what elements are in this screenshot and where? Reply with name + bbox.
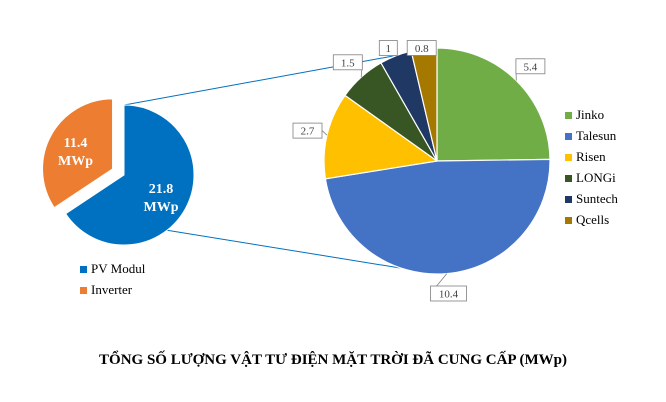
right-pie-label-risen: 2.7 <box>292 122 328 139</box>
legend-swatch-talesun <box>565 133 572 140</box>
right-pie-label-jinko: 5.4 <box>515 58 546 81</box>
legend-swatch-inverter <box>80 287 87 294</box>
left-pie-slice-inverter <box>42 98 114 209</box>
chart: 21.8 MWp 11.4 MWp 5.4 10.4 2.7 1.5 1 0.8 PV Modu… <box>42 40 618 302</box>
data-label-text: 10.4 <box>439 289 459 301</box>
data-label-text: 1 <box>386 43 392 55</box>
legend-label-suntech: Suntech <box>576 191 618 206</box>
data-label-box <box>292 122 323 139</box>
legend-swatch-longi <box>565 175 572 182</box>
data-label-text: 5.4 <box>524 61 538 73</box>
legend-label-longi: LONGi <box>576 170 616 185</box>
right-pie-label-qcells: 0.8 <box>406 40 437 56</box>
data-label-box <box>378 40 398 56</box>
data-label-box <box>515 58 546 75</box>
right-pie-slice-jinko <box>436 47 551 162</box>
left-pie-unit-pv-modul: MWp <box>144 200 179 215</box>
legend-label-qcells: Qcells <box>576 212 609 227</box>
left-pie-value-pv-modul: 21.8 <box>149 182 174 197</box>
legend-swatch-suntech <box>565 196 572 203</box>
legend-swatch-pv-modul <box>80 266 87 273</box>
right-pie-label-talesun: 10.4 <box>430 273 467 302</box>
legend-label-pv-modul: PV Modul <box>91 261 146 276</box>
data-label-box <box>406 40 437 56</box>
data-label-box <box>430 285 467 302</box>
left-pie-slice-pv-modul <box>65 104 195 246</box>
left-pie-value-inverter: 11.4 <box>64 136 88 151</box>
leader-line <box>321 130 328 136</box>
right-pie-label-suntech: 1 <box>378 40 398 56</box>
data-label-text: 2.7 <box>301 126 315 138</box>
right-pie: 5.4 10.4 2.7 1.5 1 0.8 <box>292 40 551 302</box>
right-pie-slice-talesun <box>324 158 551 275</box>
legend-label-risen: Risen <box>576 149 606 164</box>
left-pie: 21.8 MWp 11.4 MWp <box>42 98 195 246</box>
legend-swatch-jinko <box>565 112 572 119</box>
legend-label-jinko: Jinko <box>576 107 604 122</box>
data-label-text: 0.8 <box>415 43 429 55</box>
left-legend: PV Modul Inverter <box>80 261 146 297</box>
right-legend: Jinko Talesun Risen LONGi Suntech Qcells <box>565 107 618 227</box>
legend-swatch-risen <box>565 154 572 161</box>
data-label-box <box>332 54 363 71</box>
legend-label-talesun: Talesun <box>576 128 617 143</box>
legend-swatch-qcells <box>565 217 572 224</box>
data-label-text: 1.5 <box>341 57 355 69</box>
connector-line-top <box>123 47 438 106</box>
legend-label-inverter: Inverter <box>91 282 133 297</box>
left-pie-unit-inverter: MWp <box>58 154 93 169</box>
right-pie-label-longi: 1.5 <box>332 54 363 78</box>
chart-caption: TỔNG SỐ LƯỢNG VẬT TƯ ĐIỆN MẶT TRỜI ĐÃ CU… <box>99 352 567 368</box>
